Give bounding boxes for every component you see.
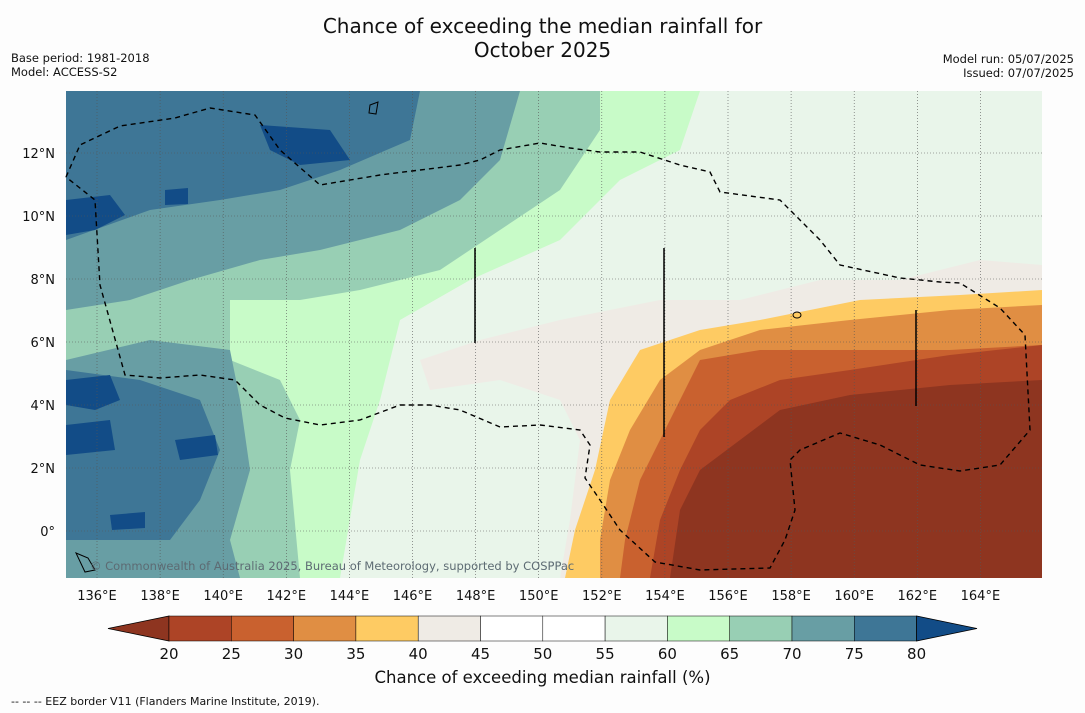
base-period: Base period: 1981-2018 bbox=[11, 51, 150, 65]
colorbar-tick: 45 bbox=[471, 645, 490, 663]
lat-label: 4°N bbox=[31, 399, 56, 414]
lon-label: 150°E bbox=[519, 589, 559, 604]
colorbar-tick: 80 bbox=[907, 645, 926, 663]
latitude-labels: 12°N 10°N 8°N 6°N 4°N 2°N 0° bbox=[22, 147, 55, 540]
eez-footnote: -- -- -- EEZ border V11 (Flanders Marine… bbox=[11, 695, 320, 708]
lon-label: 138°E bbox=[140, 589, 180, 604]
colorbar-segment bbox=[480, 615, 544, 642]
island-outline-2 bbox=[74, 552, 96, 573]
colorbar-segment bbox=[293, 615, 357, 642]
colorbar-tick: 55 bbox=[596, 645, 615, 663]
model-run: Model run: 05/07/2025 bbox=[942, 52, 1074, 66]
colorbar-tick: 40 bbox=[409, 645, 428, 663]
model-name: Model: ACCESS-S2 bbox=[11, 65, 118, 79]
lon-label: 142°E bbox=[267, 589, 307, 604]
colorbar-title: Chance of exceeding median rainfall (%) bbox=[374, 668, 711, 687]
colorbar-segment bbox=[667, 615, 730, 642]
island-outline-3 bbox=[792, 311, 802, 319]
colorbar-segment bbox=[854, 615, 917, 642]
lat-label: 12°N bbox=[22, 147, 55, 162]
model-info: Base period: 1981-2018 Model: ACCESS-S2 bbox=[11, 51, 150, 79]
colorbar-segment bbox=[791, 615, 855, 642]
colorbar-right-arrow bbox=[916, 615, 978, 642]
colorbar-segment bbox=[168, 615, 232, 642]
lon-label: 144°E bbox=[330, 589, 370, 604]
title-line-2: October 2025 bbox=[473, 38, 612, 62]
lon-label: 148°E bbox=[456, 589, 496, 604]
lon-label: 140°E bbox=[203, 589, 243, 604]
colorbar-segment bbox=[355, 615, 419, 642]
zone-dark-c bbox=[66, 375, 120, 410]
zone-dark-g bbox=[165, 188, 188, 205]
lat-label: 6°N bbox=[31, 336, 56, 351]
lon-label: 158°E bbox=[771, 589, 811, 604]
lon-label: 136°E bbox=[77, 589, 117, 604]
colorbar-tick: 30 bbox=[284, 645, 303, 663]
map-gridlines bbox=[66, 91, 1042, 578]
lat-label: 8°N bbox=[31, 273, 56, 288]
colorbar-segment bbox=[604, 615, 668, 642]
map-attribution: © Commonwealth of Australia 2025, Bureau… bbox=[90, 559, 574, 573]
title-line-1: Chance of exceeding the median rainfall … bbox=[322, 14, 763, 38]
colorbar-tick: 60 bbox=[658, 645, 677, 663]
colorbar-tick: 65 bbox=[720, 645, 739, 663]
colorbar-tick: 70 bbox=[782, 645, 801, 663]
lon-label: 154°E bbox=[645, 589, 685, 604]
lon-label: 162°E bbox=[898, 589, 938, 604]
island-outline bbox=[368, 101, 379, 115]
colorbar-tick: 25 bbox=[222, 645, 241, 663]
lon-label: 152°E bbox=[582, 589, 622, 604]
colorbar-tick: 75 bbox=[845, 645, 864, 663]
colorbar-tick: 50 bbox=[533, 645, 552, 663]
lat-label: 10°N bbox=[22, 210, 55, 225]
colorbar-segment bbox=[729, 615, 793, 642]
colorbar-tick: 20 bbox=[159, 645, 178, 663]
zone-dark-a bbox=[260, 125, 350, 165]
colorbar-tick: 35 bbox=[346, 645, 365, 663]
issued-date: Issued: 07/07/2025 bbox=[963, 66, 1074, 80]
zone-80-plus-a bbox=[66, 91, 420, 240]
zone-dark-d bbox=[66, 420, 115, 455]
lon-label: 146°E bbox=[393, 589, 433, 604]
lat-label: 0° bbox=[40, 525, 55, 540]
color-bar: 20 25 30 35 40 45 50 55 60 65 70 75 80 bbox=[107, 615, 978, 663]
colorbar-segment bbox=[417, 615, 481, 642]
zone-dark-e bbox=[175, 435, 218, 460]
zone-80-plus-b bbox=[66, 370, 220, 540]
eez-border bbox=[65, 107, 1031, 571]
run-info: Model run: 05/07/2025 Issued: 07/07/2025 bbox=[943, 52, 1074, 80]
zone-dark-f bbox=[110, 512, 145, 530]
lon-label: 160°E bbox=[834, 589, 874, 604]
lon-label: 164°E bbox=[961, 589, 1001, 604]
map-title: Chance of exceeding the median rainfall … bbox=[0, 14, 1085, 62]
longitude-labels: 136°E 138°E 140°E 142°E 144°E 146°E 148°E 150°E… bbox=[77, 589, 1000, 604]
lon-label: 156°E bbox=[708, 589, 748, 604]
zone-below-20 bbox=[670, 380, 1042, 578]
lat-label: 2°N bbox=[31, 462, 56, 477]
colorbar-segment bbox=[542, 615, 606, 642]
rainfall-field bbox=[66, 91, 1042, 578]
colorbar-segment bbox=[231, 615, 294, 642]
colorbar-left-arrow bbox=[107, 615, 170, 642]
